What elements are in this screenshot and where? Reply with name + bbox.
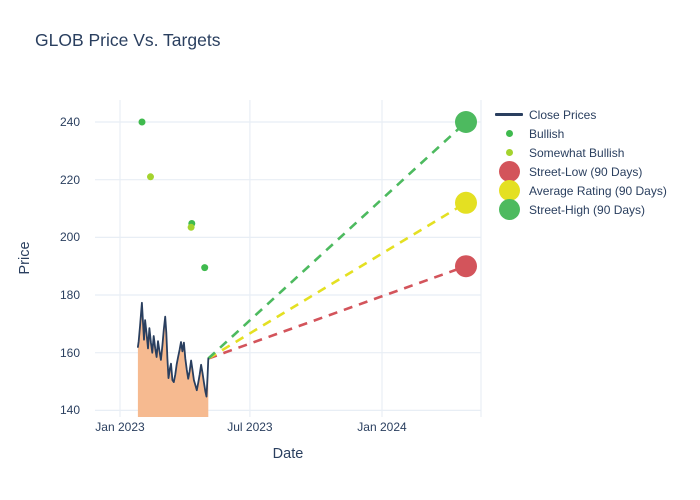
- average-rating-90-days-marker: [455, 191, 477, 214]
- projection-line-street-high-90-days: [207, 121, 467, 360]
- legend-label-street-low-90-days: Street-Low (90 Days): [529, 164, 643, 179]
- legend-marker-close-prices: [492, 113, 526, 116]
- legend: Close Prices Bullish Somewhat Bullish Stree…: [492, 105, 667, 220]
- projection-line-street-low-90-days: [207, 264, 467, 360]
- legend-item-street-low-90-days[interactable]: Street-Low (90 Days): [492, 161, 667, 182]
- somewhat-bullish-legend-swatch-icon: [505, 149, 513, 156]
- legend-label-average-rating-90-days: Average Rating (90 Days): [529, 183, 667, 198]
- projection-line-average-rating-90-days: [207, 201, 467, 360]
- street-high-90-days-marker: [455, 111, 477, 133]
- legend-item-close-prices[interactable]: Close Prices: [492, 105, 667, 124]
- street-low-90-days-marker: [455, 255, 477, 278]
- legend-label-street-high-90-days: Street-High (90 Days): [529, 202, 646, 217]
- street-low-90-days-legend-swatch-icon: [498, 161, 520, 182]
- legend-item-average-rating-90-days[interactable]: Average Rating (90 Days): [492, 180, 667, 201]
- bullish-point: [201, 264, 209, 272]
- somewhat-bullish-point: [187, 223, 195, 231]
- close-prices-legend-swatch-icon: [495, 113, 523, 116]
- legend-marker-street-high-90-days: [492, 199, 526, 220]
- legend-item-street-high-90-days[interactable]: Street-High (90 Days): [492, 199, 667, 220]
- close-prices-line: [136, 301, 210, 398]
- legend-label-close-prices: Close Prices: [529, 107, 597, 122]
- legend-marker-bullish: [492, 130, 526, 137]
- chart-title: GLOB Price Vs. Targets: [35, 30, 221, 50]
- close-prices-area-fill: [137, 302, 209, 417]
- legend-marker-average-rating-90-days: [492, 180, 526, 201]
- x-axis-title: Date: [272, 446, 304, 462]
- legend-marker-somewhat-bullish: [492, 149, 526, 156]
- street-high-90-days-legend-swatch-icon: [498, 199, 520, 220]
- legend-item-bullish[interactable]: Bullish: [492, 124, 667, 143]
- legend-label-bullish: Bullish: [529, 126, 565, 141]
- bullish-legend-swatch-icon: [505, 130, 513, 137]
- average-rating-90-days-legend-swatch-icon: [498, 180, 520, 201]
- bullish-point: [138, 118, 146, 126]
- legend-marker-street-low-90-days: [492, 161, 526, 182]
- legend-label-somewhat-bullish: Somewhat Bullish: [529, 145, 625, 160]
- y-axis-title: Price: [17, 241, 33, 275]
- legend-item-somewhat-bullish[interactable]: Somewhat Bullish: [492, 143, 667, 162]
- somewhat-bullish-point: [147, 173, 154, 181]
